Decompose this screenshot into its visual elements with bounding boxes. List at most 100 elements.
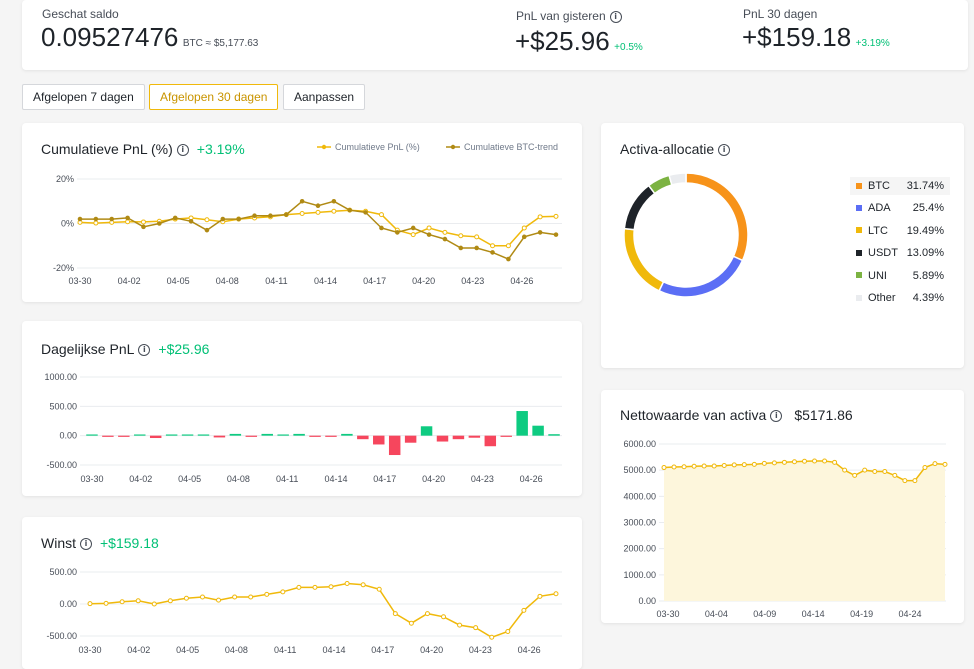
bar [325, 435, 337, 437]
bar [245, 435, 258, 437]
y-tick-label: 20% [56, 174, 74, 184]
data-point [135, 598, 141, 604]
y-tick-label: -20% [53, 263, 74, 273]
x-tick-label: 03-30 [68, 276, 91, 286]
cumulative-pnl-card: Cumulatieve PnL (%) i +3.19% 20% 0% -20% 03-3… [22, 123, 582, 302]
data-point [410, 232, 416, 238]
legend-label: Other [868, 292, 896, 304]
data-point [441, 614, 447, 620]
x-tick-label: 04-20 [422, 474, 445, 484]
legend-swatch [856, 204, 862, 211]
data-point [199, 594, 205, 600]
data-point [395, 230, 400, 235]
data-point [721, 462, 727, 468]
legend-item-ada[interactable]: ADA 25.4% [850, 199, 950, 217]
yesterday-label: PnL van gisteren i [516, 9, 622, 23]
data-point [942, 461, 948, 467]
x-tick-label: 04-08 [227, 474, 250, 484]
legend-item-ltc[interactable]: LTC 19.49% [850, 222, 950, 240]
data-point [204, 217, 210, 223]
x-tick-label: 03-30 [80, 474, 103, 484]
data-point [912, 478, 918, 484]
data-point [232, 594, 238, 600]
data-point [852, 472, 858, 478]
tab-30-days[interactable]: Afgelopen 30 dagen [149, 84, 279, 110]
data-point [424, 611, 430, 617]
info-icon[interactable]: i [770, 410, 783, 423]
bar [420, 426, 433, 436]
data-point [701, 463, 707, 469]
pnl30-label: PnL 30 dagen [743, 7, 818, 21]
slice-btc [685, 172, 749, 262]
legend-label: Cumulatieve BTC-trend [464, 142, 558, 152]
legend-label: USDT [868, 247, 898, 260]
data-point [442, 236, 448, 242]
x-tick-label: 04-02 [127, 645, 150, 655]
data-point [141, 224, 146, 230]
bar [357, 435, 369, 440]
data-point [661, 465, 667, 471]
profit-value: +$159.18 [100, 535, 159, 551]
data-point [474, 234, 480, 240]
x-tick-label: 04-02 [129, 474, 152, 484]
legend-value: 4.39% [912, 292, 944, 304]
legend-label: Cumulatieve PnL (%) [335, 142, 420, 152]
net-worth-title: Nettowaarde van activa i $5171.86 [620, 407, 853, 423]
bar [102, 435, 114, 437]
info-icon[interactable]: i [718, 144, 731, 157]
data-point [505, 629, 511, 635]
data-point [347, 207, 353, 213]
slice-ltc [623, 227, 665, 292]
legend-value: 13.09% [906, 247, 944, 260]
daily-pnl-value: +$25.96 [158, 341, 210, 357]
pnl30-row: +$159.18 +3.19% [742, 22, 890, 53]
info-icon[interactable]: i [80, 538, 92, 551]
data-point [296, 584, 302, 590]
data-point [922, 465, 928, 471]
data-point [344, 581, 350, 587]
balance-unit: BTC ≈ $5,177.63 [182, 38, 259, 49]
data-point [791, 459, 797, 465]
bar [500, 435, 512, 437]
data-point [299, 210, 305, 216]
y-tick-label: 500.00 [49, 401, 77, 411]
data-point [457, 622, 463, 628]
data-point [741, 462, 747, 468]
x-tick-label: 04-17 [373, 474, 396, 484]
net-worth-chart: 6000.00 5000.00 4000.00 3000.00 2000.00 1000.… [623, 439, 948, 619]
data-point [506, 256, 511, 262]
slice-other [668, 172, 687, 186]
info-icon[interactable]: i [176, 144, 189, 157]
y-tick-label: 4000.00 [623, 491, 656, 501]
data-point [299, 198, 305, 204]
legend-item-other[interactable]: Other 4.39% [850, 289, 950, 307]
legend-label: LTC [868, 224, 888, 237]
daily-pnl-title: Dagelijkse PnL i +$25.96 [41, 341, 210, 357]
balance-label: Geschat saldo [42, 7, 119, 21]
data-point [216, 597, 222, 603]
x-tick-label: 04-20 [412, 276, 435, 286]
data-point [521, 234, 527, 240]
pnl30-value: +$159.18 [742, 22, 852, 52]
x-tick-label: 04-26 [518, 645, 541, 655]
legend-item-uni[interactable]: UNI 5.89% [850, 267, 950, 285]
info-icon[interactable]: i [609, 10, 622, 23]
data-point [109, 216, 115, 222]
info-icon[interactable]: i [138, 344, 151, 357]
x-tick-label: 04-05 [176, 645, 199, 655]
legend-swatch [856, 182, 862, 189]
data-point [458, 233, 464, 239]
bar [436, 435, 449, 442]
bar [532, 425, 544, 436]
tab-customize[interactable]: Aanpassen [283, 84, 366, 110]
tab-7-days[interactable]: Afgelopen 7 dagen [22, 84, 145, 110]
data-point [93, 220, 99, 226]
data-point [474, 245, 479, 251]
y-tick-label: 1000.00 [44, 372, 77, 382]
bar [309, 435, 321, 437]
x-tick-label: 04-26 [520, 474, 543, 484]
legend-item-btc[interactable]: BTC 31.74% [850, 177, 950, 195]
bar [118, 435, 130, 437]
legend-item-usdt[interactable]: USDT 13.09% [850, 244, 950, 262]
net-worth-card: Nettowaarde van activa i $5171.86 6000.00 5… [601, 390, 964, 623]
